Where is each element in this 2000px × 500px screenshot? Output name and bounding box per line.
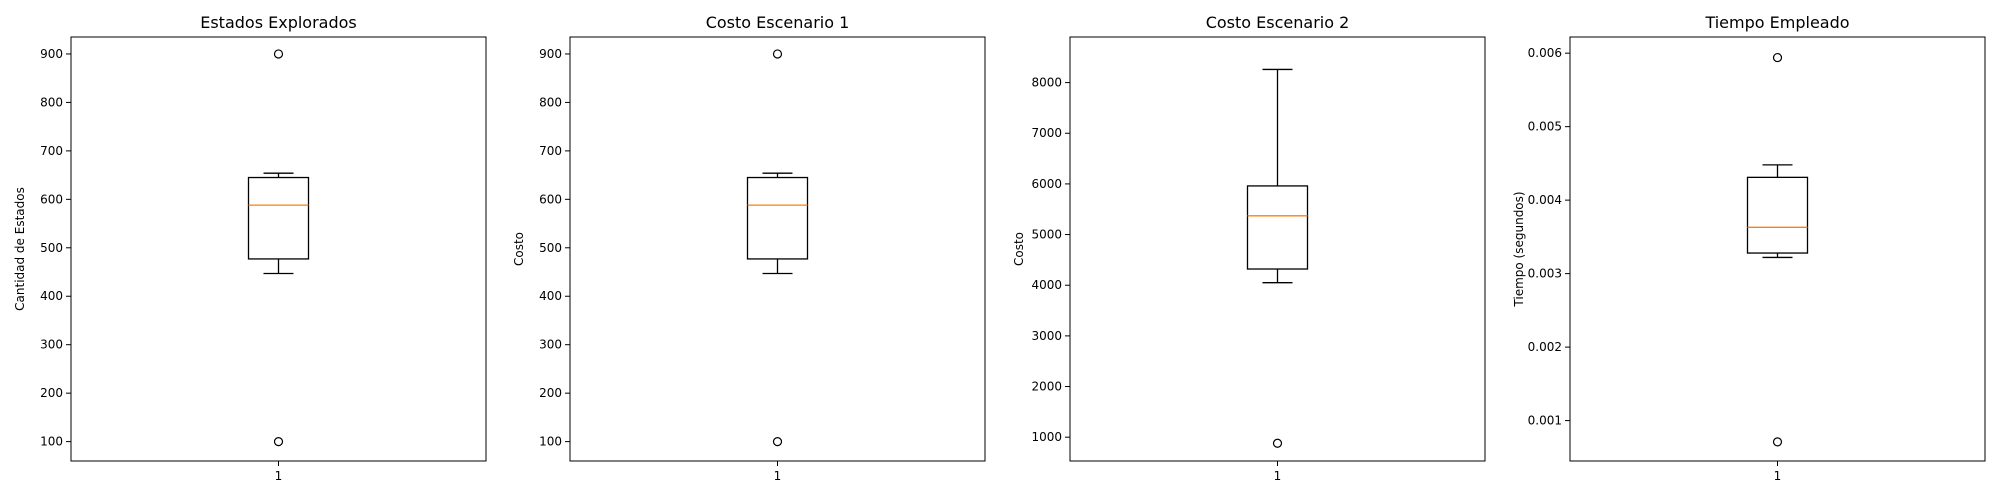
y-tick-label: 500 xyxy=(539,241,562,255)
y-tick-label: 0.005 xyxy=(1528,120,1562,134)
chart-title: Tiempo Empleado xyxy=(1704,13,1849,32)
y-tick-label: 300 xyxy=(40,338,63,352)
y-tick-label: 1000 xyxy=(1031,430,1062,444)
y-tick-label: 800 xyxy=(539,95,562,109)
y-tick-label: 0.001 xyxy=(1528,414,1562,428)
y-tick-label: 200 xyxy=(539,386,562,400)
y-tick-label: 400 xyxy=(40,289,63,303)
outlier-point xyxy=(1272,438,1283,448)
subplot-1: 100 200 300 400 500 600 700 800 900 1 Estados Expl… xyxy=(13,13,487,483)
x-tick-label: 1 xyxy=(275,469,283,483)
chart-title: Estados Explorados xyxy=(200,13,357,32)
outlier-point xyxy=(1772,437,1783,447)
y-tick-label: 7000 xyxy=(1031,126,1062,140)
y-tick-label: 3000 xyxy=(1031,329,1062,343)
y-tick-label: 900 xyxy=(40,47,63,61)
y-tick-label: 5000 xyxy=(1031,228,1062,242)
y-tick-label: 600 xyxy=(539,192,562,206)
y-tick-label: 100 xyxy=(539,435,562,449)
y-tick-label: 800 xyxy=(40,95,63,109)
y-tick-label: 2000 xyxy=(1031,380,1062,394)
y-axis-label: Costo xyxy=(512,232,526,266)
y-tick-label: 400 xyxy=(539,289,562,303)
chart-title: Costo Escenario 1 xyxy=(706,13,850,32)
x-tick-label: 1 xyxy=(1774,469,1782,483)
box-iqr xyxy=(247,176,310,260)
y-axis-label: Cantidad de Estados xyxy=(13,187,27,311)
y-tick-label: 4000 xyxy=(1031,278,1062,292)
box-iqr xyxy=(1246,185,1309,270)
outlier-point xyxy=(273,49,284,59)
outlier-point xyxy=(273,437,284,447)
subplot-2: 100 200 300 400 500 600 700 800 900 1 Costo Escena… xyxy=(512,13,986,483)
y-tick-label: 6000 xyxy=(1031,177,1062,191)
y-tick-label: 700 xyxy=(40,144,63,158)
y-tick-label: 600 xyxy=(40,192,63,206)
y-tick-label: 300 xyxy=(539,338,562,352)
y-tick-label: 100 xyxy=(40,435,63,449)
outlier-point xyxy=(1772,52,1783,63)
y-axis-label: Costo xyxy=(1012,232,1026,266)
subplot-3: 1000 2000 3000 4000 5000 6000 7000 8000 1 Costo E… xyxy=(1012,13,1486,483)
y-tick-label: 0.004 xyxy=(1528,193,1562,207)
y-tick-label: 0.002 xyxy=(1528,340,1562,354)
subplot-4: 0.001 0.002 0.003 0.004 0.005 0.006 1 Tiempo Em… xyxy=(1512,13,1986,483)
x-tick-label: 1 xyxy=(1274,469,1282,483)
box-iqr xyxy=(746,176,809,260)
y-tick-label: 0.006 xyxy=(1528,46,1562,60)
y-tick-label: 700 xyxy=(539,144,562,158)
chart-title: Costo Escenario 2 xyxy=(1206,13,1350,32)
y-axis-label: Tiempo (segundos) xyxy=(1512,191,1526,307)
box-iqr xyxy=(1746,176,1809,254)
y-tick-label: 8000 xyxy=(1031,76,1062,90)
y-tick-label: 500 xyxy=(40,241,63,255)
y-tick-label: 900 xyxy=(539,47,562,61)
outlier-point xyxy=(772,437,783,447)
y-tick-label: 200 xyxy=(40,386,63,400)
y-tick-label: 0.003 xyxy=(1528,267,1562,281)
outlier-point xyxy=(772,49,783,59)
x-tick-label: 1 xyxy=(774,469,782,483)
